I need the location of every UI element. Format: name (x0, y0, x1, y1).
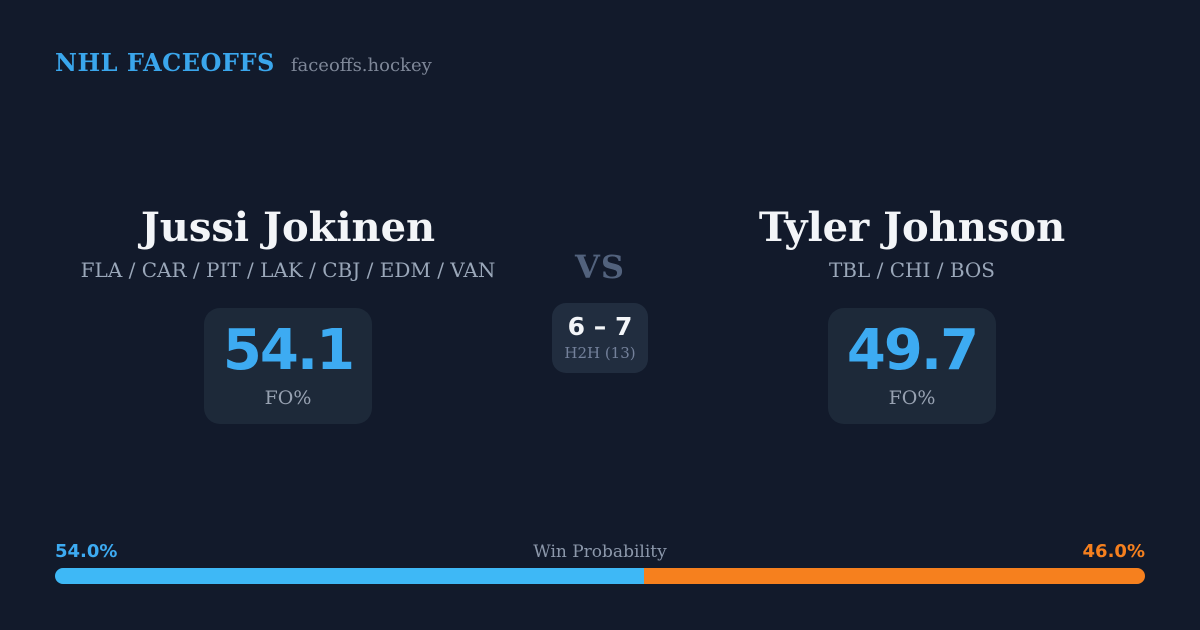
player-card-left: Jussi Jokinen FLA / CAR / PIT / LAK / CB… (55, 205, 521, 424)
player-name-right: Tyler Johnson (758, 204, 1066, 251)
stat-label-right: FO% (888, 387, 936, 409)
win-probability-right-value: 46.0% (1082, 541, 1145, 562)
h2h-score: 6 – 7 (567, 312, 633, 342)
player-card-right: Tyler Johnson TBL / CHI / BOS 49.7 FO% (679, 205, 1145, 424)
stat-label-left: FO% (264, 387, 312, 409)
stat-card-right: 49.7 FO% (828, 308, 996, 424)
player-name-left: Jussi Jokinen (140, 204, 436, 251)
stat-card-left: 54.1 FO% (204, 308, 372, 424)
faceoff-pct-left: 54.1 (222, 318, 355, 383)
win-probability-left-value: 54.0% (55, 541, 118, 562)
h2h-label: H2H (13) (564, 344, 636, 363)
h2h-card: 6 – 7 H2H (13) (552, 303, 648, 374)
win-probability-labels: 54.0% Win Probability 46.0% (55, 541, 1145, 562)
header: NHL FACEOFFS faceoffs.hockey (55, 48, 432, 77)
win-probability-bar-left (55, 568, 644, 584)
brand-title: NHL FACEOFFS (55, 48, 275, 77)
versus-column: VS 6 – 7 H2H (13) (520, 248, 680, 374)
player-teams-right: TBL / CHI / BOS (828, 258, 996, 282)
win-probability-title: Win Probability (533, 542, 667, 562)
win-probability-bar-right (643, 568, 1145, 584)
site-url: faceoffs.hockey (290, 55, 432, 76)
vs-label: VS (575, 248, 625, 286)
player-teams-left: FLA / CAR / PIT / LAK / CBJ / EDM / VAN (80, 258, 496, 282)
win-probability-bar (55, 568, 1145, 584)
faceoff-pct-right: 49.7 (846, 318, 979, 383)
